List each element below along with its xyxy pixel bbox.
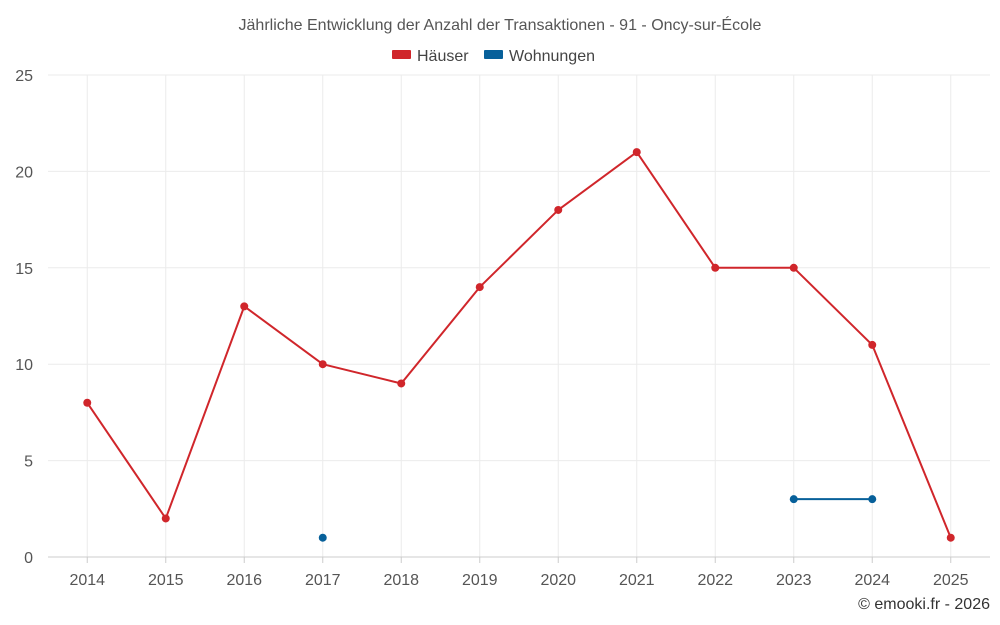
credit-text: © emooki.fr - 2026 — [858, 596, 990, 613]
data-point-haeuser-2014[interactable] — [83, 398, 92, 407]
y-tick-label: 5 — [24, 454, 33, 471]
y-tick-label: 10 — [15, 357, 33, 374]
x-tick-label: 2016 — [226, 572, 262, 589]
x-tick-label: 2019 — [462, 572, 498, 589]
data-point-haeuser-2019[interactable] — [475, 283, 484, 292]
data-point-haeuser-2024[interactable] — [868, 340, 877, 349]
x-tick-label: 2014 — [69, 572, 105, 589]
x-tick-label: 2025 — [933, 572, 969, 589]
data-point-haeuser-2017[interactable] — [318, 360, 327, 369]
x-tick-label: 2023 — [776, 572, 812, 589]
data-point-haeuser-2020[interactable] — [554, 205, 563, 214]
legend-item-wohnungen[interactable]: Wohnungen — [484, 48, 595, 65]
legend-item-haeuser[interactable]: Häuser — [392, 48, 469, 65]
x-tick-label: 2018 — [383, 572, 419, 589]
y-tick-label: 20 — [15, 164, 33, 181]
data-point-haeuser-2025[interactable] — [946, 533, 955, 542]
y-tick-label: 25 — [15, 68, 33, 85]
data-point-haeuser-2022[interactable] — [711, 263, 720, 272]
y-tick-label: 0 — [24, 550, 33, 567]
series-wohnungen — [318, 495, 877, 542]
x-tick-label: 2017 — [305, 572, 341, 589]
legend-label-haeuser: Häuser — [417, 48, 469, 65]
chart-title: Jährliche Entwicklung der Anzahl der Tra… — [239, 15, 762, 34]
data-point-wohnungen-2023[interactable] — [789, 495, 798, 504]
data-point-haeuser-2018[interactable] — [397, 379, 406, 388]
x-tick-label: 2020 — [540, 572, 576, 589]
data-point-wohnungen-2024[interactable] — [868, 495, 877, 504]
x-tick-label: 2021 — [619, 572, 655, 589]
series — [83, 148, 955, 542]
data-point-haeuser-2015[interactable] — [161, 514, 170, 523]
data-point-wohnungen-2017[interactable] — [318, 533, 327, 542]
legend: Häuser Wohnungen — [392, 48, 595, 65]
legend-swatch-haeuser — [392, 50, 411, 59]
y-tick-label: 15 — [15, 261, 33, 278]
series-line-haeuser — [86, 151, 952, 539]
x-tick-label: 2024 — [854, 572, 890, 589]
data-point-haeuser-2021[interactable] — [632, 148, 641, 157]
grid — [48, 74, 990, 557]
data-point-haeuser-2016[interactable] — [240, 302, 249, 311]
legend-swatch-wohnungen — [484, 50, 503, 59]
legend-label-wohnungen: Wohnungen — [509, 48, 595, 65]
series-haeuser — [83, 148, 955, 542]
data-point-haeuser-2023[interactable] — [789, 263, 798, 272]
x-tick-label: 2022 — [697, 572, 733, 589]
x-tick-label: 2015 — [148, 572, 184, 589]
